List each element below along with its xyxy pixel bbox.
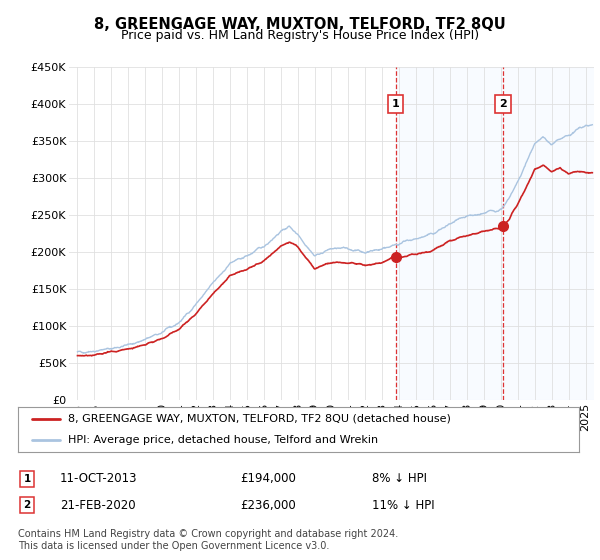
Text: Price paid vs. HM Land Registry's House Price Index (HPI): Price paid vs. HM Land Registry's House … (121, 29, 479, 42)
Text: 2: 2 (23, 500, 31, 510)
Text: 1: 1 (23, 474, 31, 484)
Text: 11-OCT-2013: 11-OCT-2013 (60, 472, 137, 486)
Text: Contains HM Land Registry data © Crown copyright and database right 2024.
This d: Contains HM Land Registry data © Crown c… (18, 529, 398, 551)
Text: £194,000: £194,000 (240, 472, 296, 486)
Text: £236,000: £236,000 (240, 498, 296, 512)
Text: 2: 2 (499, 99, 507, 109)
Text: 21-FEB-2020: 21-FEB-2020 (60, 498, 136, 512)
Text: 8, GREENGAGE WAY, MUXTON, TELFORD, TF2 8QU: 8, GREENGAGE WAY, MUXTON, TELFORD, TF2 8… (94, 17, 506, 32)
Text: 8% ↓ HPI: 8% ↓ HPI (372, 472, 427, 486)
Bar (395, 67, 600, 400)
Text: 1: 1 (392, 99, 400, 109)
Text: HPI: Average price, detached house, Telford and Wrekin: HPI: Average price, detached house, Telf… (68, 435, 379, 445)
Text: 8, GREENGAGE WAY, MUXTON, TELFORD, TF2 8QU (detached house): 8, GREENGAGE WAY, MUXTON, TELFORD, TF2 8… (68, 414, 451, 424)
Text: 11% ↓ HPI: 11% ↓ HPI (372, 498, 434, 512)
